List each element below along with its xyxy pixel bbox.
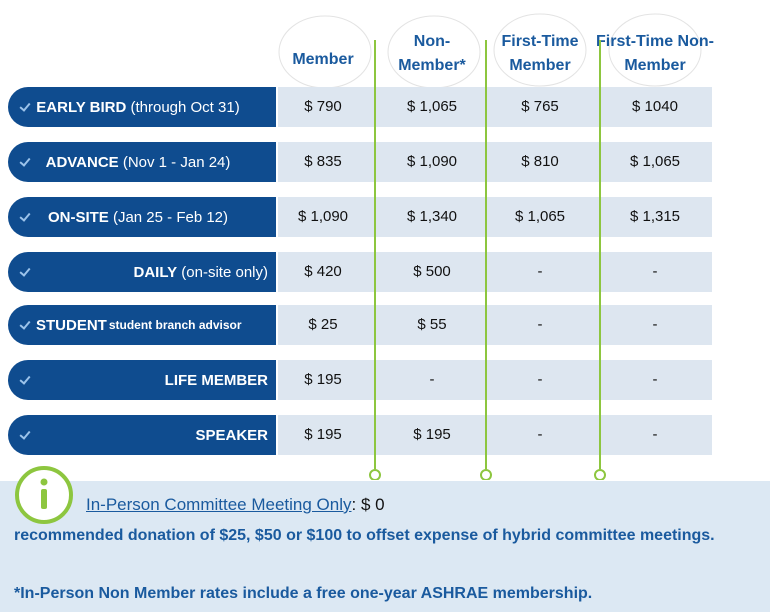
price-cell: $ 1,340 <box>406 208 458 225</box>
label-main: ON-SITE <box>47 208 109 226</box>
row-label: ON-SITE (Jan 25 - Feb 12) <box>8 197 276 237</box>
price-cell: $ 835 <box>304 153 342 170</box>
row-cells: $ 835 $ 1,090 $ 810 $ 1,065 <box>278 142 712 182</box>
price-cell: $ 55 <box>417 316 447 333</box>
price-cell: $ 1040 <box>632 98 678 115</box>
footnote: *In-Person Non Member rates include a fr… <box>14 585 593 602</box>
row-label: STUDENT student branch advisor <box>8 305 276 345</box>
column-header: First-Time Member <box>501 33 579 74</box>
column-header: First-Time Non-Member <box>596 33 714 74</box>
price-cell: $ 765 <box>521 98 559 115</box>
label-text: LIFE MEMBER <box>164 371 268 389</box>
check-icon <box>19 373 31 385</box>
row-label: LIFE MEMBER <box>8 360 276 400</box>
label-text: EARLY BIRD (through Oct 31) <box>36 99 239 116</box>
column-header: Non-Member* <box>398 33 466 74</box>
price-cell: $ 810 <box>521 153 559 170</box>
header-sketch <box>493 13 587 87</box>
meeting-line: In-Person Committee Meeting Only: $ 0 <box>86 495 385 515</box>
check-icon <box>19 210 31 222</box>
label-note: student branch advisor <box>108 318 242 332</box>
label-main: DAILY <box>133 263 178 281</box>
pricing-table: Member Non-Member* First-Time Member First-… <box>8 33 714 455</box>
price-cell: $ 195 <box>304 371 342 388</box>
price-cell: $ 420 <box>304 263 342 280</box>
label-sub: (Jan 25 - Feb 12) <box>108 208 229 226</box>
price-cell: $ 1,065 <box>514 208 566 225</box>
check-icon <box>19 265 31 277</box>
price-cell: $ 195 <box>413 426 451 443</box>
row-cells: $ 1,090 $ 1,340 $ 1,065 $ 1,315 <box>278 197 712 237</box>
price-cell: $ 195 <box>304 426 342 443</box>
row-label: DAILY (on-site only) <box>8 252 276 292</box>
label-text: ON-SITE (Jan 25 - Feb 12) <box>48 209 228 226</box>
price-cell: $ 1,315 <box>629 208 681 225</box>
label-text: DAILY (on-site only) <box>134 264 269 281</box>
row-cells: $ 790 $ 1,065 $ 765 $ 1040 <box>278 87 712 127</box>
price-cell: $ 790 <box>304 98 342 115</box>
price-cell: - <box>537 263 543 280</box>
price-cell: $ 1,090 <box>297 208 349 225</box>
row-label: EARLY BIRD (through Oct 31) <box>8 87 276 127</box>
row-cells: $ 420 $ 500 - - <box>278 252 712 292</box>
check-icon <box>19 428 31 440</box>
row-cells: $ 195 - - - <box>278 360 712 400</box>
price-cell: - <box>652 371 658 388</box>
price-cell: - <box>652 426 658 443</box>
price-cell: $ 1,090 <box>406 153 458 170</box>
meeting-price: : $ 0 <box>351 495 385 514</box>
label-text: ADVANCE (Nov 1 - Jan 24) <box>46 154 231 171</box>
price-cell: - <box>537 371 543 388</box>
label-sub: (through Oct 31) <box>126 98 240 116</box>
price-cell: - <box>652 316 658 333</box>
label-main: ADVANCE <box>45 153 119 171</box>
price-cell: $ 25 <box>308 316 338 333</box>
price-cell: - <box>537 426 543 443</box>
info-icon <box>15 466 73 524</box>
price-cell: $ 500 <box>413 263 451 280</box>
price-cell: - <box>429 371 435 388</box>
row-cells: $ 25 $ 55 - - <box>278 305 712 345</box>
price-cell: - <box>652 263 658 280</box>
row-label: SPEAKER <box>8 415 276 455</box>
label-text: SPEAKER <box>195 426 268 444</box>
header-sketch <box>608 13 702 87</box>
column-header: Member <box>292 51 354 68</box>
label-sub: (on-site only) <box>177 263 268 281</box>
price-cell: - <box>537 316 543 333</box>
check-icon <box>19 318 31 330</box>
row-label: ADVANCE (Nov 1 - Jan 24) <box>8 142 276 182</box>
label-text: STUDENT <box>36 316 107 334</box>
donation-note: recommended donation of $25, $50 or $100… <box>14 527 715 544</box>
label-sub: (Nov 1 - Jan 24) <box>118 153 231 171</box>
row-cells: $ 195 $ 195 - - <box>278 415 712 455</box>
check-icon <box>19 155 31 167</box>
label-main: EARLY BIRD <box>36 98 127 116</box>
price-cell: $ 1,065 <box>629 153 681 170</box>
meeting-link[interactable]: In-Person Committee Meeting Only <box>86 495 352 514</box>
footer-panel: In-Person Committee Meeting Only: $ 0 re… <box>0 466 770 612</box>
check-icon <box>19 100 31 112</box>
price-cell: $ 1,065 <box>406 98 458 115</box>
